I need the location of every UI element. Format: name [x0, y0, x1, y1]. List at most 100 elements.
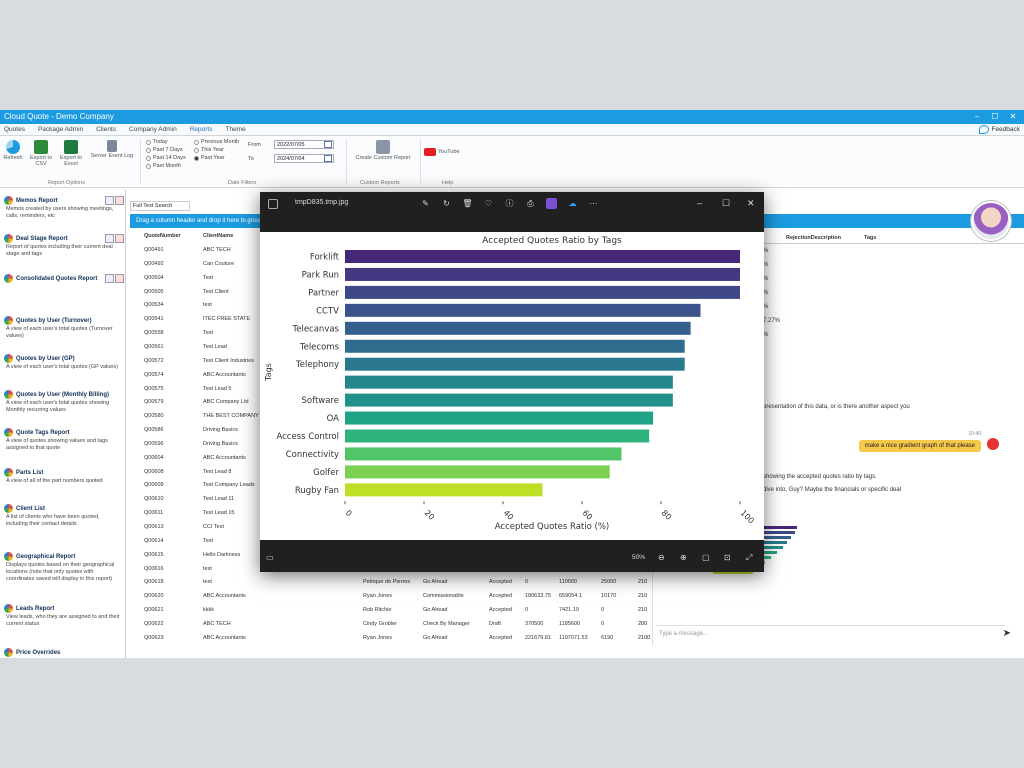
- rejection-description-header[interactable]: RejectionDescription: [786, 235, 842, 241]
- table-row[interactable]: Q00610 Test Lead 11: [141, 493, 661, 506]
- table-row[interactable]: Q00608 Test Lead 8: [141, 466, 661, 479]
- edit-report-icon[interactable]: [105, 196, 114, 205]
- clipchamp-icon[interactable]: [546, 198, 557, 209]
- edit-icon[interactable]: ✎: [422, 199, 429, 208]
- report-item[interactable]: Client List A list of clients who have be…: [0, 502, 125, 530]
- delete-report-icon[interactable]: [115, 234, 124, 243]
- table-row[interactable]: Q00505 Test Client: [141, 286, 661, 299]
- close-icon[interactable]: ✕: [1009, 112, 1017, 121]
- table-row[interactable]: Q00620 ABC Accountants Ryan Jones Commissio…: [141, 590, 661, 603]
- table-row[interactable]: Q00579 ABC Company Ltd: [141, 396, 661, 409]
- delete-icon[interactable]: 🗑: [462, 199, 473, 208]
- menu-clients[interactable]: Clients: [96, 126, 117, 133]
- full-text-search-input[interactable]: Full Text Search: [130, 201, 190, 211]
- period-month-radio[interactable]: Past Month: [146, 163, 181, 169]
- period-previous-month-radio[interactable]: Previous Month: [194, 139, 239, 145]
- table-row[interactable]: Q00541 ITEC FREE STATE: [141, 313, 661, 326]
- zoom-out-icon[interactable]: ⊖: [658, 553, 665, 562]
- client-name-header[interactable]: ClientName: [203, 233, 234, 239]
- period-7-days-radio[interactable]: Past 7 Days: [146, 147, 183, 153]
- onedrive-icon[interactable]: ☁: [568, 199, 577, 208]
- info-icon[interactable]: ⓘ: [505, 199, 514, 208]
- print-icon[interactable]: ⎙: [527, 199, 534, 208]
- table-row[interactable]: Q00572 Test Client Industries: [141, 355, 661, 368]
- table-row[interactable]: Q00614 Test: [141, 535, 661, 548]
- menu-theme[interactable]: Theme: [225, 126, 246, 133]
- export-excel-button[interactable]: Export to Excel: [60, 140, 82, 167]
- feedback-button[interactable]: Feedback: [979, 125, 1020, 134]
- report-item[interactable]: Memos Report Memos created by users showi…: [0, 194, 125, 222]
- menu-package-admin[interactable]: Package Admin: [37, 126, 84, 133]
- favorite-icon[interactable]: ♡: [484, 199, 493, 208]
- table-row[interactable]: Q00561 Test Lead: [141, 341, 661, 354]
- table-row[interactable]: Q00574 ABC Accountants: [141, 369, 661, 382]
- table-row[interactable]: Q00621 kkkk Rob Ritchie Go Ahead Accepted 0 74…: [141, 604, 661, 617]
- report-item[interactable]: Quote Tags Report A view of quotes showin…: [0, 426, 125, 454]
- table-row[interactable]: Q00504 Test: [141, 272, 661, 285]
- edit-report-icon[interactable]: [105, 234, 114, 243]
- period-past-year-radio[interactable]: Past Year: [194, 155, 225, 161]
- report-item[interactable]: Deal Stage Report Report of quotes includ…: [0, 232, 125, 260]
- report-item[interactable]: Parts List A view of all of the part numb…: [0, 466, 125, 487]
- table-row[interactable]: Q00534 test: [141, 299, 661, 312]
- table-row[interactable]: Q00586 Driving Basics: [141, 424, 661, 437]
- menu-reports[interactable]: Reports: [189, 126, 213, 133]
- from-date-field[interactable]: 2022/07/05: [274, 140, 334, 149]
- minimize-icon[interactable]: –: [974, 112, 980, 121]
- report-item[interactable]: Price Overrides: [0, 646, 125, 658]
- table-row[interactable]: Q00611 Test Lead 15: [141, 507, 661, 520]
- table-row[interactable]: Q00604 ABC Accountants: [141, 452, 661, 465]
- menu-quotes[interactable]: Quotes: [4, 126, 25, 133]
- maximize-icon[interactable]: ☐: [991, 112, 999, 121]
- table-cell: 6190: [601, 634, 614, 641]
- zoom-in-icon[interactable]: ⊕: [680, 553, 687, 562]
- table-row[interactable]: Q00618 test Petrique de Pierres Go Ahead Acc…: [141, 576, 661, 589]
- table-row[interactable]: Q00623 ABC Accountants Ryan Jones Go Ahead A…: [141, 632, 661, 645]
- table-row[interactable]: Q00596 Driving Basics: [141, 438, 661, 451]
- server-event-log-button[interactable]: Server Event Log: [88, 140, 136, 159]
- calendar-icon[interactable]: [324, 155, 332, 162]
- menu-company-admin[interactable]: Company Admin: [129, 126, 177, 133]
- edit-report-icon[interactable]: [105, 274, 114, 283]
- minimize-icon[interactable]: –: [697, 198, 703, 208]
- table-row[interactable]: Q00615 Hello Darkness: [141, 549, 661, 562]
- period-14-days-radio[interactable]: Past 14 Days: [146, 155, 186, 161]
- quote-number-header[interactable]: QuoteNumber: [144, 233, 181, 239]
- report-item[interactable]: Geographical Report Displays quotes based…: [0, 550, 125, 585]
- table-row[interactable]: Q00613 CCI Test: [141, 521, 661, 534]
- table-row[interactable]: Q00622 ABC TECH Cindy Grobler Check By Mana…: [141, 618, 661, 631]
- calendar-icon[interactable]: [324, 141, 332, 148]
- report-item[interactable]: Leads Report View leads, who they are ass…: [0, 602, 125, 630]
- chat-message-input[interactable]: Type a message...: [655, 625, 1005, 641]
- y-tick-label: CCTV: [316, 306, 339, 316]
- table-row[interactable]: Q00492 Can Couture: [141, 258, 661, 271]
- fit-icon[interactable]: ▢: [702, 553, 710, 562]
- actual-size-icon[interactable]: ⊡: [724, 553, 731, 562]
- send-icon[interactable]: ➤: [1002, 628, 1011, 639]
- report-item[interactable]: Quotes by User (Turnover) A view of each …: [0, 314, 125, 342]
- fullscreen-icon[interactable]: ⤢: [746, 553, 753, 562]
- table-row[interactable]: Q00491 ABC TECH: [141, 244, 661, 257]
- create-custom-report-button[interactable]: Create Custom Report: [350, 140, 416, 161]
- rotate-icon[interactable]: ↻: [443, 199, 450, 208]
- table-row[interactable]: Q00558 Test: [141, 327, 661, 340]
- table-row[interactable]: Q00609 Test Company Leads: [141, 479, 661, 492]
- to-date-field[interactable]: 2024/07/04: [274, 154, 334, 163]
- report-item[interactable]: Quotes by User (Monthly Billing) A view o…: [0, 388, 125, 416]
- report-item[interactable]: Consolidated Quotes Report: [0, 272, 125, 286]
- close-icon[interactable]: ✕: [747, 198, 755, 208]
- report-item[interactable]: Quotes by User (GP) A view of each user's…: [0, 352, 125, 373]
- table-row[interactable]: Q00580 THE BEST COMPANY: [141, 410, 661, 423]
- period-this-year-radio[interactable]: This Year: [194, 147, 224, 153]
- youtube-button[interactable]: YouTube: [424, 148, 474, 156]
- tags-header[interactable]: Tags: [864, 235, 877, 241]
- export-csv-button[interactable]: Export to CSV: [30, 140, 52, 167]
- maximize-icon[interactable]: ☐: [722, 198, 731, 208]
- table-row[interactable]: Q00575 Test Lead 5: [141, 383, 661, 396]
- more-options-icon[interactable]: ⋯: [589, 199, 598, 208]
- delete-report-icon[interactable]: [115, 274, 124, 283]
- refresh-button[interactable]: Refresh: [3, 140, 23, 161]
- filmstrip-icon[interactable]: ▭: [266, 553, 274, 562]
- period-today-radio[interactable]: Today: [146, 139, 168, 145]
- delete-report-icon[interactable]: [115, 196, 124, 205]
